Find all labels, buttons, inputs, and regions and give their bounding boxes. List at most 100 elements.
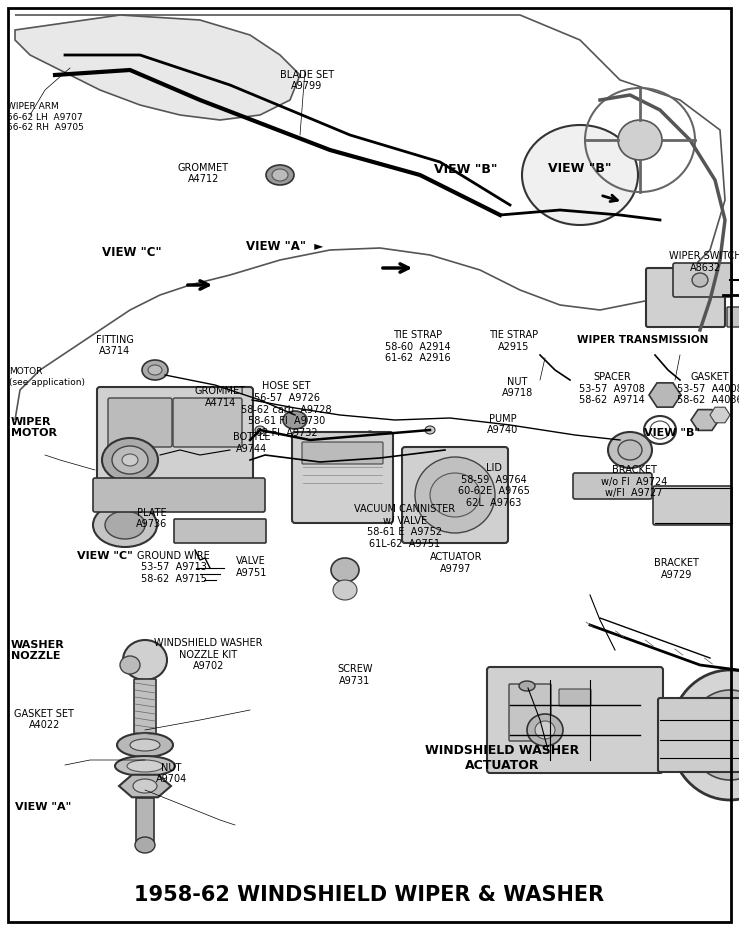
Text: GASKET
53-57  A4008
58-62  A4036: GASKET 53-57 A4008 58-62 A4036	[677, 372, 739, 405]
Ellipse shape	[112, 446, 148, 474]
Text: SPACER
53-57  A9708
58-62  A9714: SPACER 53-57 A9708 58-62 A9714	[579, 372, 645, 405]
Ellipse shape	[105, 511, 145, 539]
Text: MOTOR
(see application): MOTOR (see application)	[9, 367, 85, 387]
Text: BLADE SET
A9799: BLADE SET A9799	[279, 70, 334, 91]
Text: VIEW "A": VIEW "A"	[15, 802, 71, 812]
Polygon shape	[691, 409, 719, 431]
FancyBboxPatch shape	[658, 698, 739, 772]
Polygon shape	[649, 383, 681, 407]
Text: GASKET SET
A4022: GASKET SET A4022	[14, 709, 75, 730]
Text: WIPER SWITCH
A8632: WIPER SWITCH A8632	[670, 251, 739, 272]
Ellipse shape	[115, 756, 175, 776]
Ellipse shape	[305, 436, 315, 444]
FancyBboxPatch shape	[402, 447, 508, 543]
FancyBboxPatch shape	[573, 473, 652, 499]
Text: BRACKET
A9729: BRACKET A9729	[654, 558, 698, 579]
Ellipse shape	[519, 681, 535, 691]
FancyBboxPatch shape	[97, 387, 253, 503]
Text: VALVE
A9751: VALVE A9751	[236, 556, 267, 578]
Text: ACTUATOR
A9797: ACTUATOR A9797	[429, 552, 483, 574]
Text: WIPER ARM
56-62 LH  A9707
56-62 RH  A9705: WIPER ARM 56-62 LH A9707 56-62 RH A9705	[7, 102, 84, 132]
Text: LID
58-59  A9764
60-62E  A9765
62L  A9763: LID 58-59 A9764 60-62E A9765 62L A9763	[457, 463, 530, 508]
Ellipse shape	[133, 779, 157, 793]
FancyBboxPatch shape	[646, 268, 725, 327]
Ellipse shape	[120, 656, 140, 674]
Ellipse shape	[415, 457, 495, 533]
Ellipse shape	[430, 473, 480, 517]
Text: 1958-62 WINDSHIELD WIPER & WASHER: 1958-62 WINDSHIELD WIPER & WASHER	[134, 885, 605, 905]
Ellipse shape	[148, 365, 162, 375]
Text: VIEW "A"  ►: VIEW "A" ►	[246, 240, 323, 253]
Text: BRACKET
w/o FI  A9724
w/FI  A9727: BRACKET w/o FI A9724 w/FI A9727	[601, 465, 667, 498]
FancyBboxPatch shape	[108, 398, 172, 447]
Polygon shape	[119, 775, 171, 797]
Text: WIPER TRANSMISSION: WIPER TRANSMISSION	[577, 335, 709, 345]
Ellipse shape	[283, 411, 307, 429]
Ellipse shape	[618, 120, 662, 160]
Text: PLATE
A9736: PLATE A9736	[136, 508, 167, 529]
Ellipse shape	[255, 426, 265, 434]
Ellipse shape	[130, 739, 160, 751]
FancyBboxPatch shape	[487, 667, 663, 773]
Ellipse shape	[618, 440, 642, 460]
Text: HOSE SET
56-57  A9726
58-62 carb  A9728
58-61 FI  A9730
62 FI  A9732: HOSE SET 56-57 A9726 58-62 carb A9728 58…	[242, 381, 332, 438]
Ellipse shape	[333, 580, 357, 600]
FancyBboxPatch shape	[509, 684, 551, 741]
FancyBboxPatch shape	[673, 263, 732, 297]
FancyBboxPatch shape	[134, 679, 156, 736]
FancyBboxPatch shape	[292, 432, 393, 523]
Ellipse shape	[123, 640, 167, 680]
Text: FITTING
A3714: FITTING A3714	[95, 335, 134, 356]
Ellipse shape	[535, 721, 555, 739]
Text: TIE STRAP
A2915: TIE STRAP A2915	[489, 330, 538, 352]
Ellipse shape	[708, 711, 739, 759]
Text: NUT
A9704: NUT A9704	[156, 763, 187, 784]
Ellipse shape	[331, 558, 359, 582]
FancyBboxPatch shape	[559, 689, 591, 706]
Ellipse shape	[720, 724, 739, 746]
Ellipse shape	[102, 438, 158, 482]
Text: NUT
A9718: NUT A9718	[502, 377, 533, 398]
Text: VACUUM CANNISTER
w/ VALVE
58-61 E  A9752
61L-62  A9751: VACUUM CANNISTER w/ VALVE 58-61 E A9752 …	[355, 504, 455, 549]
Polygon shape	[710, 407, 730, 423]
Text: WIPER
MOTOR: WIPER MOTOR	[11, 417, 57, 438]
Ellipse shape	[272, 169, 288, 181]
FancyBboxPatch shape	[302, 442, 383, 464]
Text: GROMMET
A4712: GROMMET A4712	[177, 163, 229, 184]
Text: VIEW "B": VIEW "B"	[434, 163, 497, 176]
Ellipse shape	[527, 714, 563, 746]
Ellipse shape	[522, 125, 638, 225]
Text: GROMMET
A4714: GROMMET A4714	[194, 386, 246, 407]
FancyBboxPatch shape	[727, 307, 739, 327]
Text: TIE STRAP
58-60  A2914
61-62  A2916: TIE STRAP 58-60 A2914 61-62 A2916	[385, 330, 450, 364]
Text: SCREW
A9731: SCREW A9731	[337, 664, 372, 685]
Polygon shape	[15, 15, 300, 120]
FancyBboxPatch shape	[136, 798, 154, 842]
Ellipse shape	[266, 165, 294, 185]
Ellipse shape	[608, 432, 652, 468]
Text: VIEW "B": VIEW "B"	[548, 162, 612, 175]
Ellipse shape	[122, 454, 138, 466]
FancyBboxPatch shape	[174, 519, 266, 543]
Text: VIEW "C": VIEW "C"	[77, 551, 133, 561]
FancyBboxPatch shape	[653, 486, 732, 525]
Ellipse shape	[365, 431, 375, 439]
Ellipse shape	[692, 273, 708, 287]
Text: WINDSHIELD WASHER
NOZZLE KIT
A9702: WINDSHIELD WASHER NOZZLE KIT A9702	[154, 638, 262, 671]
Ellipse shape	[425, 426, 435, 434]
Ellipse shape	[142, 360, 168, 380]
FancyBboxPatch shape	[173, 398, 242, 447]
Text: PUMP
A9740: PUMP A9740	[487, 414, 518, 435]
Ellipse shape	[117, 733, 173, 757]
Ellipse shape	[127, 760, 163, 772]
Text: VIEW "B": VIEW "B"	[644, 428, 701, 438]
Ellipse shape	[670, 670, 739, 800]
Text: VIEW "C": VIEW "C"	[102, 246, 161, 259]
Ellipse shape	[135, 837, 155, 853]
FancyBboxPatch shape	[93, 478, 265, 512]
Text: WINDSHIELD WASHER
ACTUATOR: WINDSHIELD WASHER ACTUATOR	[426, 744, 579, 772]
Ellipse shape	[688, 690, 739, 780]
Text: BOTTLE
A9744: BOTTLE A9744	[233, 432, 270, 454]
Ellipse shape	[93, 503, 157, 547]
Text: WASHER
NOZZLE: WASHER NOZZLE	[11, 640, 65, 661]
